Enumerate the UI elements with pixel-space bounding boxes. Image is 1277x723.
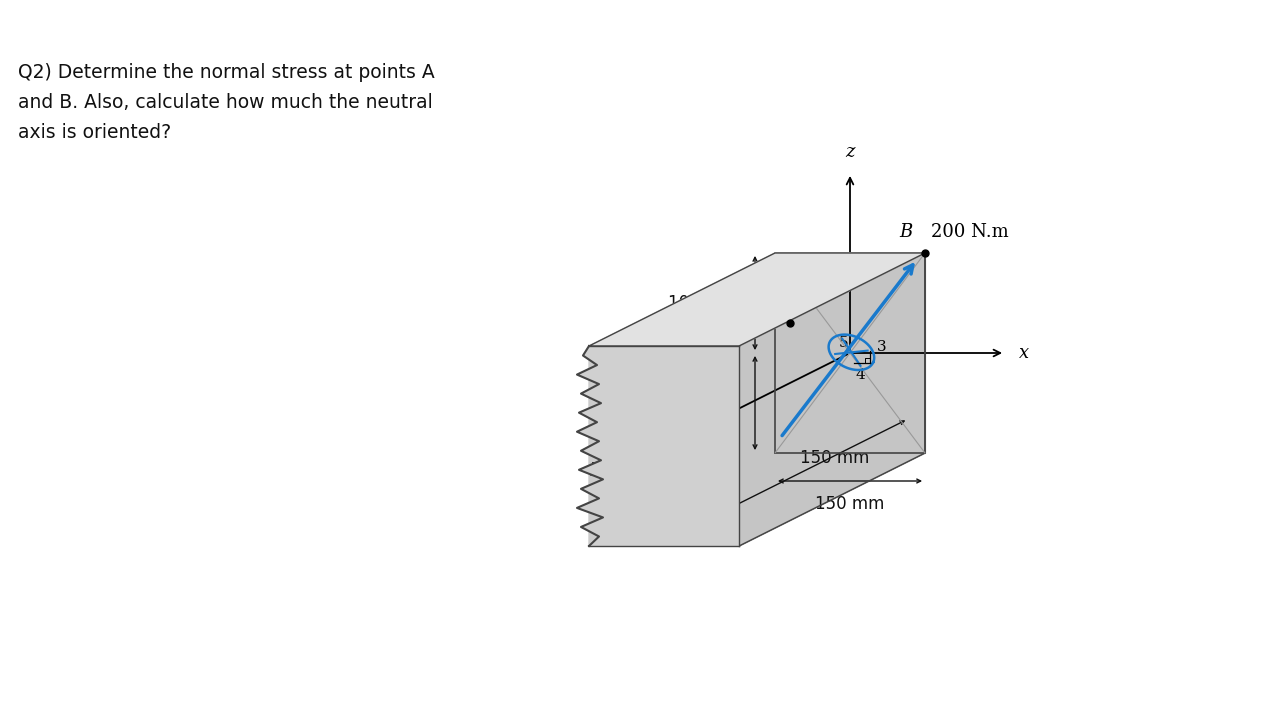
Polygon shape [775,253,925,453]
Text: B: B [900,223,913,241]
Text: 200 N.m: 200 N.m [931,223,1009,241]
Text: 150 mm: 150 mm [815,495,885,513]
Text: y: y [590,458,600,476]
Polygon shape [577,346,739,546]
Text: axis is oriented?: axis is oriented? [18,123,171,142]
Text: 100 mm: 100 mm [668,394,738,412]
Polygon shape [589,453,925,546]
Text: 5: 5 [839,336,849,350]
Polygon shape [589,253,775,546]
Text: 100 mm: 100 mm [668,294,738,312]
Text: Q2) Determine the normal stress at points A: Q2) Determine the normal stress at point… [18,63,434,82]
Text: 150 mm: 150 mm [801,448,870,466]
Text: and B. Also, calculate how much the neutral: and B. Also, calculate how much the neut… [18,93,433,112]
Text: x: x [1019,344,1029,362]
Text: A: A [805,291,817,309]
Text: 4: 4 [856,368,865,382]
Polygon shape [589,253,925,346]
Polygon shape [739,253,925,546]
Text: z: z [845,143,854,161]
Text: 3: 3 [877,340,886,354]
